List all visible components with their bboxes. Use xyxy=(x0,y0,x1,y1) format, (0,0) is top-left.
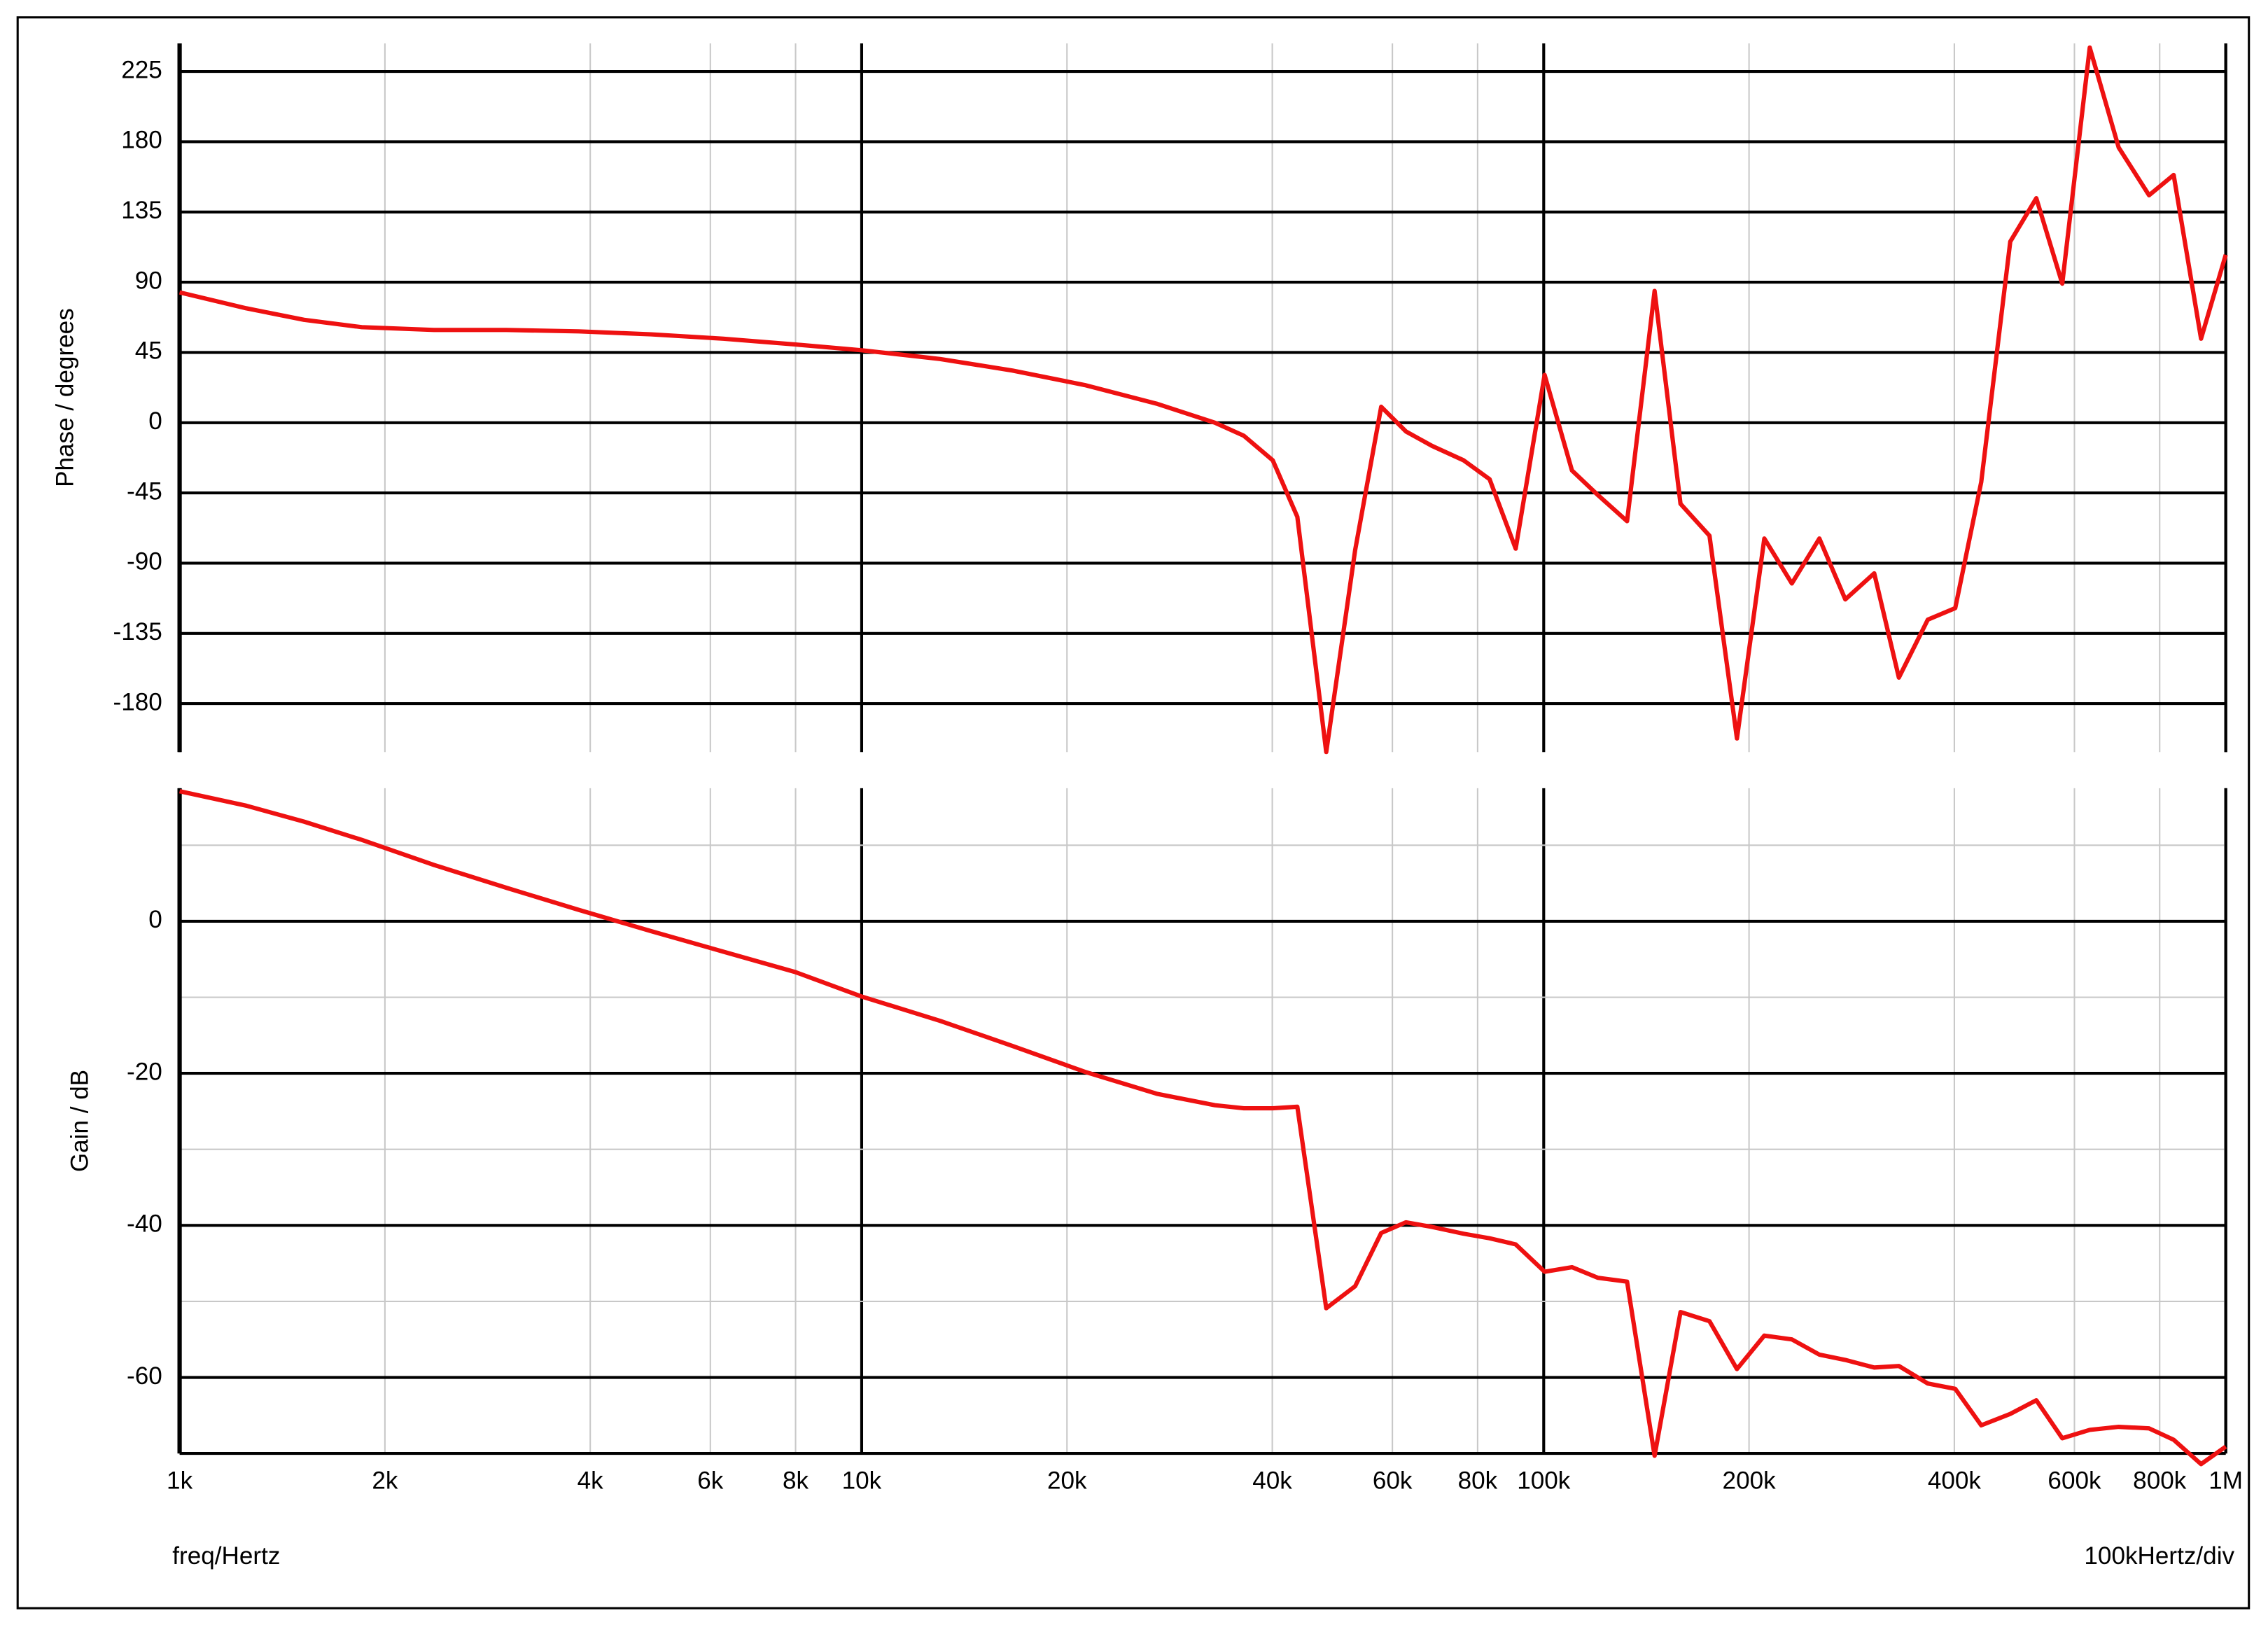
x-tick-label: 600k xyxy=(2047,1467,2101,1495)
y-tick-label: -180 xyxy=(113,688,162,715)
x-tick-label: 800k xyxy=(2133,1467,2187,1495)
x-tick-label: 10k xyxy=(842,1467,882,1495)
y-tick-label: 135 xyxy=(121,197,162,224)
x-tick-label: 20k xyxy=(1047,1467,1087,1495)
data-line xyxy=(178,789,2227,1467)
x-tick-label: 200k xyxy=(1723,1467,1777,1495)
y-tick-label: -40 xyxy=(127,1210,162,1238)
x-tick-label: 60k xyxy=(1373,1467,1413,1495)
x-tick-label: 40k xyxy=(1252,1467,1292,1495)
y-tick-label: -135 xyxy=(113,618,162,645)
x-tick-label: 100k xyxy=(1517,1467,1571,1495)
x-axis-label: freq/Hertz xyxy=(172,1542,280,1570)
y-tick-label: -90 xyxy=(127,548,162,575)
y-tick-label: -45 xyxy=(127,477,162,505)
y-tick-label: -20 xyxy=(127,1058,162,1085)
y-tick-label: 180 xyxy=(121,127,162,154)
x-tick-label: 1M xyxy=(2208,1467,2243,1495)
y-axis-label: Gain / dB xyxy=(66,1070,93,1172)
x-tick-label: 2k xyxy=(372,1467,398,1495)
frame xyxy=(16,16,2250,1609)
x-tick-label: 6k xyxy=(697,1467,724,1495)
data-line xyxy=(178,45,2228,755)
x-tick-label: 8k xyxy=(783,1467,809,1495)
x-tick-label: 1k xyxy=(167,1467,193,1495)
x-tick-label: 80k xyxy=(1458,1467,1498,1495)
y-tick-label: 45 xyxy=(135,337,162,365)
y-tick-label: 0 xyxy=(148,407,162,435)
x-tick-label: 400k xyxy=(1928,1467,1982,1495)
annotation: 100kHertz/div xyxy=(2084,1542,2234,1570)
y-axis-label: Phase / degrees xyxy=(52,308,79,487)
y-tick-label: 225 xyxy=(121,56,162,83)
y-tick-label: 0 xyxy=(148,906,162,933)
y-tick-label: -60 xyxy=(127,1362,162,1390)
x-tick-label: 4k xyxy=(578,1467,604,1495)
y-tick-label: 90 xyxy=(135,267,162,294)
